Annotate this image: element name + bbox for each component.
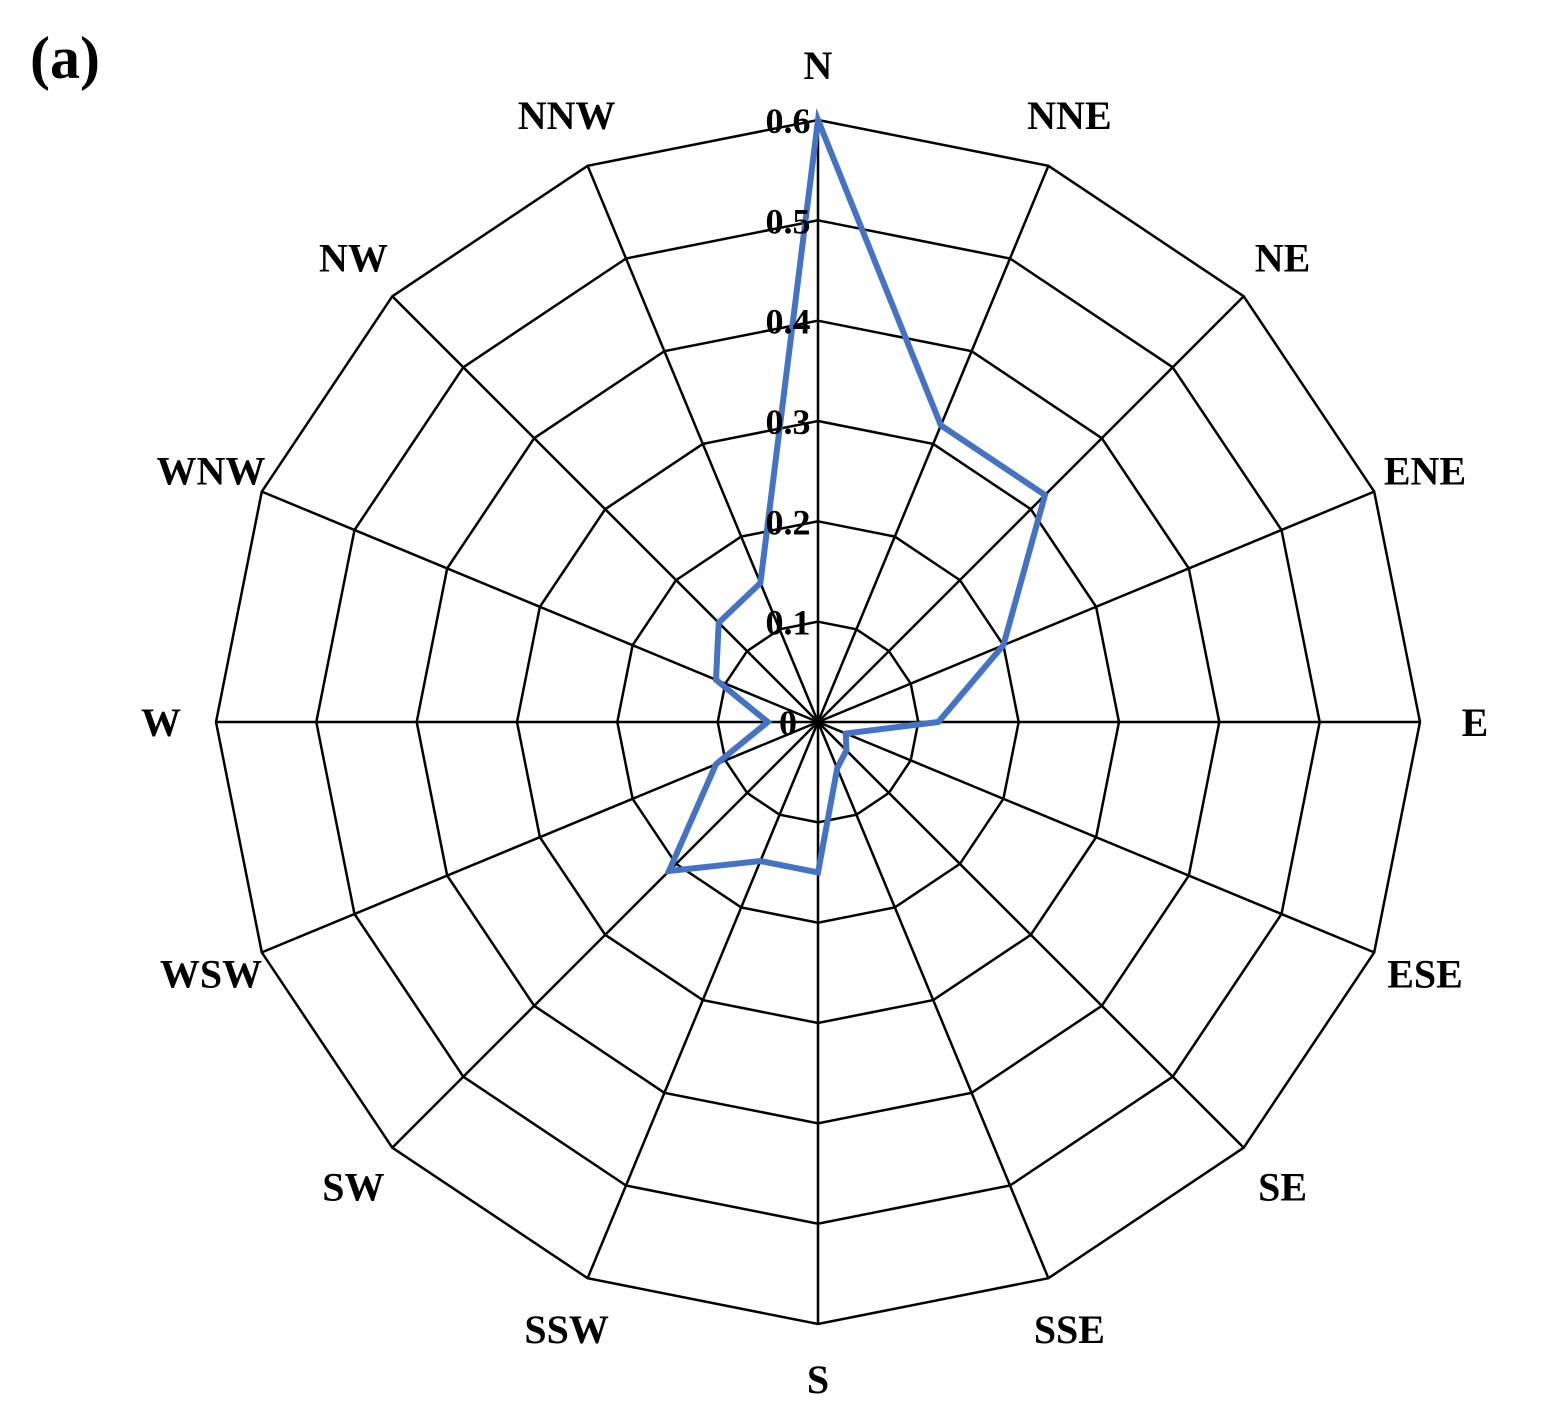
direction-label-ssw: SSW: [524, 1307, 609, 1352]
spoke-sse: [816, 721, 1050, 1279]
spoke-nw: [391, 295, 819, 723]
tick-label: 0.3: [766, 402, 811, 442]
spoke-ssw: [586, 721, 820, 1279]
tick-label: 0: [779, 703, 797, 743]
spoke-sw: [391, 721, 819, 1149]
tick-label: 0.1: [766, 603, 811, 643]
radial-tick-labels: 0 0.1 0.2 0.3 0.4 0.5 0.6: [766, 101, 811, 743]
spoke-ene: [817, 490, 1375, 724]
direction-label-w: W: [141, 700, 181, 745]
direction-labels: N NNE NE ENE E ESE SE SSE S SSW SW WSW W WNW NW NNW: [141, 43, 1488, 1402]
direction-label-ese: ESE: [1387, 951, 1463, 996]
spoke-wsw: [261, 720, 819, 954]
direction-label-wsw: WSW: [160, 951, 262, 996]
radar-series: [664, 108, 1049, 877]
direction-label-nnw: NNW: [518, 93, 616, 138]
spoke-nnw: [586, 165, 820, 723]
direction-label-nne: NNE: [1027, 93, 1111, 138]
spoke-nne: [816, 165, 1050, 723]
tick-label: 0.6: [766, 101, 811, 141]
tick-label: 0.2: [766, 502, 811, 542]
direction-label-e: E: [1462, 700, 1489, 745]
panel-label: (a): [30, 25, 100, 91]
tick-label: 0.4: [766, 302, 811, 342]
direction-label-s: S: [807, 1357, 829, 1402]
spoke-ese: [817, 720, 1375, 954]
direction-label-ene: ENE: [1384, 449, 1466, 494]
direction-label-ne: NE: [1255, 235, 1311, 280]
direction-label-nw: NW: [319, 235, 388, 280]
direction-label-wnw: WNW: [157, 449, 266, 494]
radar-grid: [214, 118, 1422, 1326]
spoke-se: [817, 721, 1245, 1149]
direction-label-n: N: [804, 43, 833, 88]
direction-label-sse: SSE: [1034, 1307, 1105, 1352]
tick-label: 0.5: [766, 201, 811, 241]
direction-label-se: SE: [1258, 1165, 1307, 1210]
series-line-1: [664, 108, 1049, 877]
spoke-ne: [817, 295, 1245, 723]
direction-label-sw: SW: [322, 1165, 384, 1210]
